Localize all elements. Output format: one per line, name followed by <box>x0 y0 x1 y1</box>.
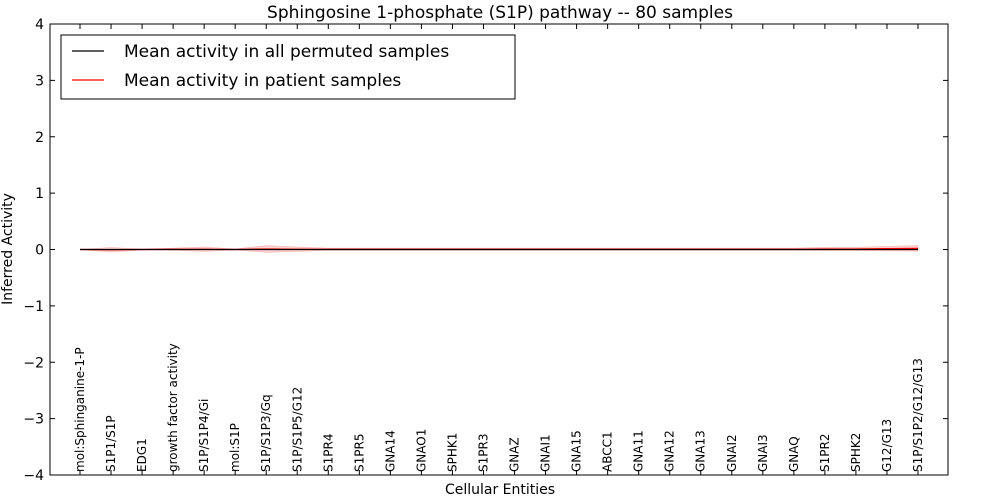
category-label: S1P/S1P2/G12/G13 <box>911 358 925 472</box>
y-axis-label: Inferred Activity <box>0 193 16 305</box>
category-label: S1PR2 <box>818 434 832 472</box>
legend-label-permuted: Mean activity in all permuted samples <box>124 42 449 62</box>
x-axis-label: Cellular Entities <box>445 482 555 498</box>
y-tick-label: −4 <box>23 468 44 484</box>
category-label: S1PR5 <box>352 434 366 472</box>
category-label: GNAI2 <box>725 434 739 472</box>
chart-title: Sphingosine 1-phosphate (S1P) pathway --… <box>267 3 733 23</box>
y-tick-label: 2 <box>35 130 44 146</box>
category-label: G12/G13 <box>880 419 894 472</box>
y-tick-label: −3 <box>23 412 44 428</box>
y-tick-label: 3 <box>35 73 44 89</box>
category-label: growth factor activity <box>166 343 180 472</box>
series-lines <box>79 247 919 251</box>
category-label: S1P1/S1P <box>104 415 118 472</box>
category-label: EDG1 <box>135 438 149 472</box>
category-label: GNAI1 <box>539 434 553 472</box>
category-label: SPHK1 <box>445 433 459 472</box>
category-label: GNAO1 <box>414 429 428 472</box>
legend-label-patient: Mean activity in patient samples <box>124 71 401 91</box>
category-label: mol:Sphinganine-1-P <box>73 347 87 472</box>
y-tick-label: −2 <box>23 355 44 371</box>
category-label: GNA11 <box>632 430 646 472</box>
category-label: S1P/S1P4/Gi <box>197 399 211 472</box>
category-label: GNA13 <box>694 430 708 472</box>
category-label: S1PR3 <box>476 434 490 472</box>
y-tick-label: 4 <box>35 17 44 33</box>
category-label: GNA14 <box>383 430 397 472</box>
category-label: S1PR4 <box>321 434 335 472</box>
category-label: S1P/S1P5/G12 <box>290 387 304 472</box>
category-label: ABCC1 <box>601 431 615 472</box>
y-tick-label: 0 <box>35 243 44 259</box>
category-label: GNAI3 <box>756 434 770 472</box>
category-label: GNA12 <box>663 430 677 472</box>
category-label: mol:S1P <box>228 423 242 472</box>
category-label: GNAZ <box>508 437 522 472</box>
category-labels: mol:Sphinganine-1-P S1P1/S1P EDG1 growth fa… <box>73 24 925 475</box>
y-tick-label: 1 <box>35 186 44 202</box>
category-label: S1P/S1P3/Gq <box>259 394 273 472</box>
category-label: GNA15 <box>570 430 584 472</box>
plot-frame <box>49 23 949 476</box>
legend-box <box>60 34 516 100</box>
legend: Mean activity in all permuted samples Me… <box>60 34 516 100</box>
category-label: GNAQ <box>787 436 801 472</box>
y-tick-label: −1 <box>23 299 44 315</box>
y-axis: 4 3 2 1 0 −1 −2 −3 −4 <box>23 17 948 484</box>
category-label: SPHK2 <box>849 433 863 472</box>
